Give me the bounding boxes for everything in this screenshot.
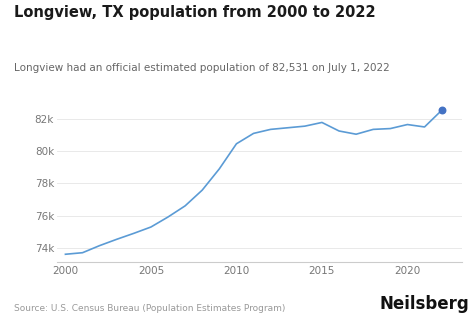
Text: Neilsberg: Neilsberg	[380, 295, 469, 313]
Text: Longview, TX population from 2000 to 2022: Longview, TX population from 2000 to 202…	[14, 5, 376, 20]
Point	[438, 108, 446, 113]
Text: Source: U.S. Census Bureau (Population Estimates Program): Source: U.S. Census Bureau (Population E…	[14, 304, 286, 313]
Text: Longview had an official estimated population of 82,531 on July 1, 2022: Longview had an official estimated popul…	[14, 63, 390, 73]
